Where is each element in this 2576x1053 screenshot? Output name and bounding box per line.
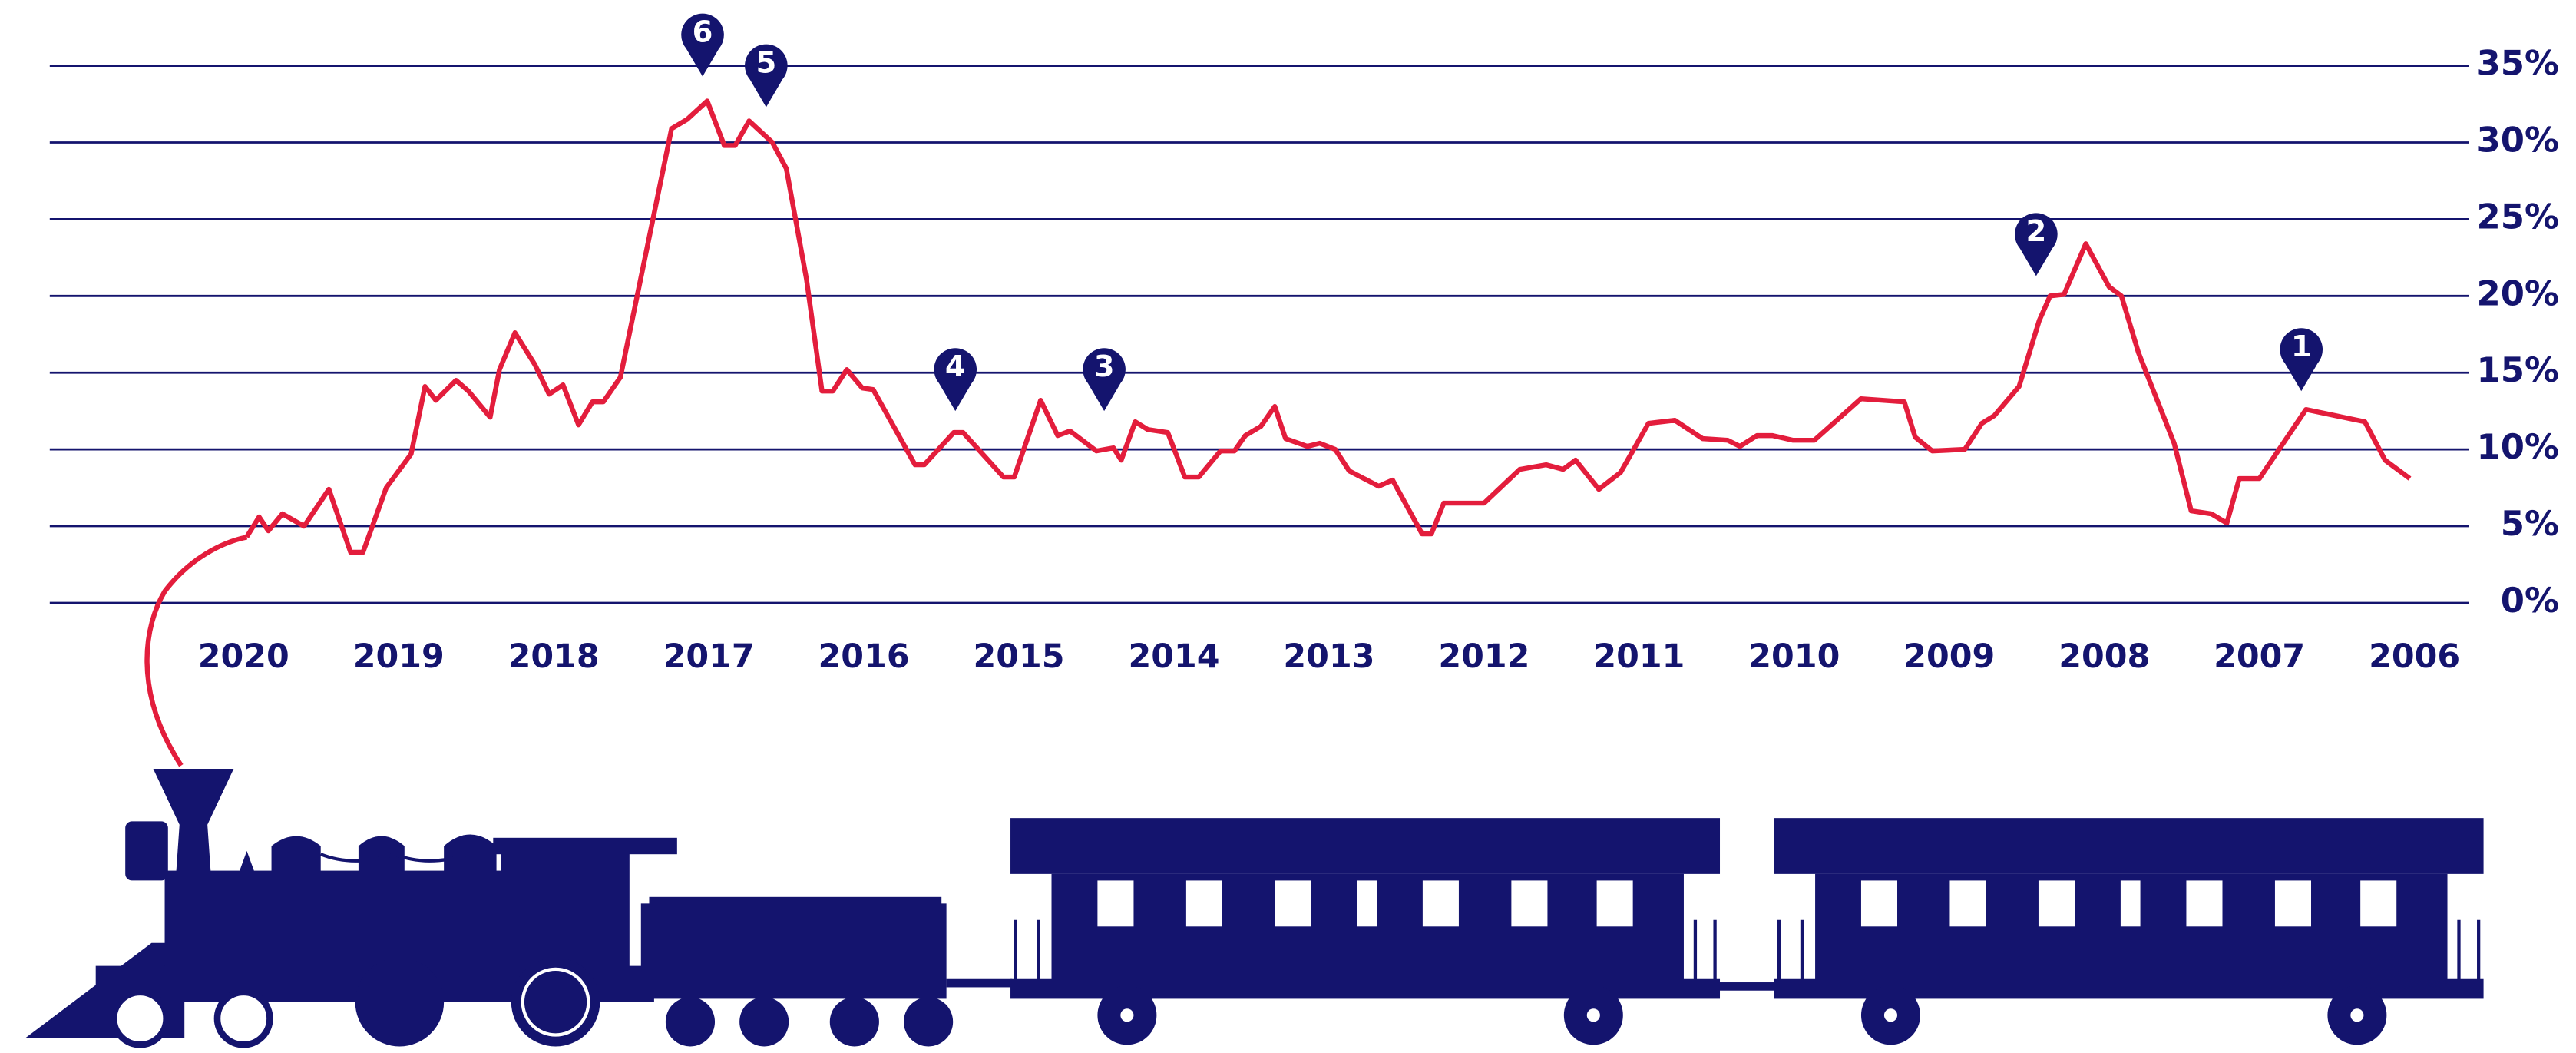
chart: 0% 5% 10% 15% 20% 25% 30% 35% 2020 2019 2018 2017 20… [0,0,2576,1053]
y-tick-label: 5% [2501,503,2559,544]
x-tick-label: 2010 [1748,637,1840,676]
passenger-car [1010,818,1720,1045]
headlight [125,821,168,880]
annotation-pin: 5 [745,45,788,108]
pin-label: 2 [2025,214,2046,249]
y-tick-label: 15% [2476,349,2559,390]
x-tick-label: 2008 [2058,637,2150,676]
locomotive [25,769,677,1046]
annotation-pin: 2 [2015,213,2058,276]
y-tick-label: 10% [2476,426,2559,467]
x-tick-label: 2017 [663,637,755,676]
tender [641,897,1012,1047]
x-tick-label: 2018 [508,637,600,676]
x-tick-label: 2006 [2369,637,2460,676]
y-tick-label: 30% [2476,119,2559,160]
driver-wheel [511,958,600,1046]
pin-label: 5 [756,45,776,80]
coupling [947,979,1013,988]
pin-label: 3 [1094,349,1115,384]
x-tick-label: 2019 [353,637,445,676]
x-tick-label: 2012 [1438,637,1529,676]
tender-body [641,903,947,998]
annotation-pin: 4 [934,348,977,411]
pin-label: 4 [945,349,966,384]
data-line [246,101,2409,552]
y-tick-label: 35% [2476,43,2559,84]
dome [272,836,321,887]
x-tick-label: 2009 [1903,637,1995,676]
annotation-pin: 1 [2280,328,2323,391]
y-tick-label: 20% [2476,273,2559,313]
pin-label: 6 [693,15,713,49]
x-tick-label: 2016 [818,637,910,676]
tender-wheel [830,997,879,1046]
x-tick-label: 2013 [1283,637,1374,676]
x-tick-label: 2011 [1593,637,1685,676]
pilot-wheel [217,992,270,1045]
cab-roof [493,838,677,854]
x-tick-label: 2020 [198,637,289,676]
annotation-pin: 3 [1083,348,1126,411]
x-tick-label: 2007 [2214,637,2305,676]
tender-wheel [666,997,715,1046]
x-tick-label: 2014 [1128,637,1219,676]
pin-label: 1 [2291,329,2312,364]
x-tick-label: 2015 [974,637,1065,676]
pilot-wheel [114,992,166,1045]
annotation-pin: 6 [681,14,724,77]
tender-top [649,897,941,910]
driver-wheel [355,958,444,1046]
y-tick-label: 25% [2476,196,2559,237]
dome [444,835,496,887]
plot-area: 0% 5% 10% 15% 20% 25% 30% 35% 2020 2019 2018 2017 20… [50,14,2559,677]
passenger-car [1774,818,2484,1045]
tender-wheel [739,997,789,1046]
tender-wheel [904,997,953,1046]
bell [233,851,260,887]
y-tick-label: 0% [2501,580,2559,621]
